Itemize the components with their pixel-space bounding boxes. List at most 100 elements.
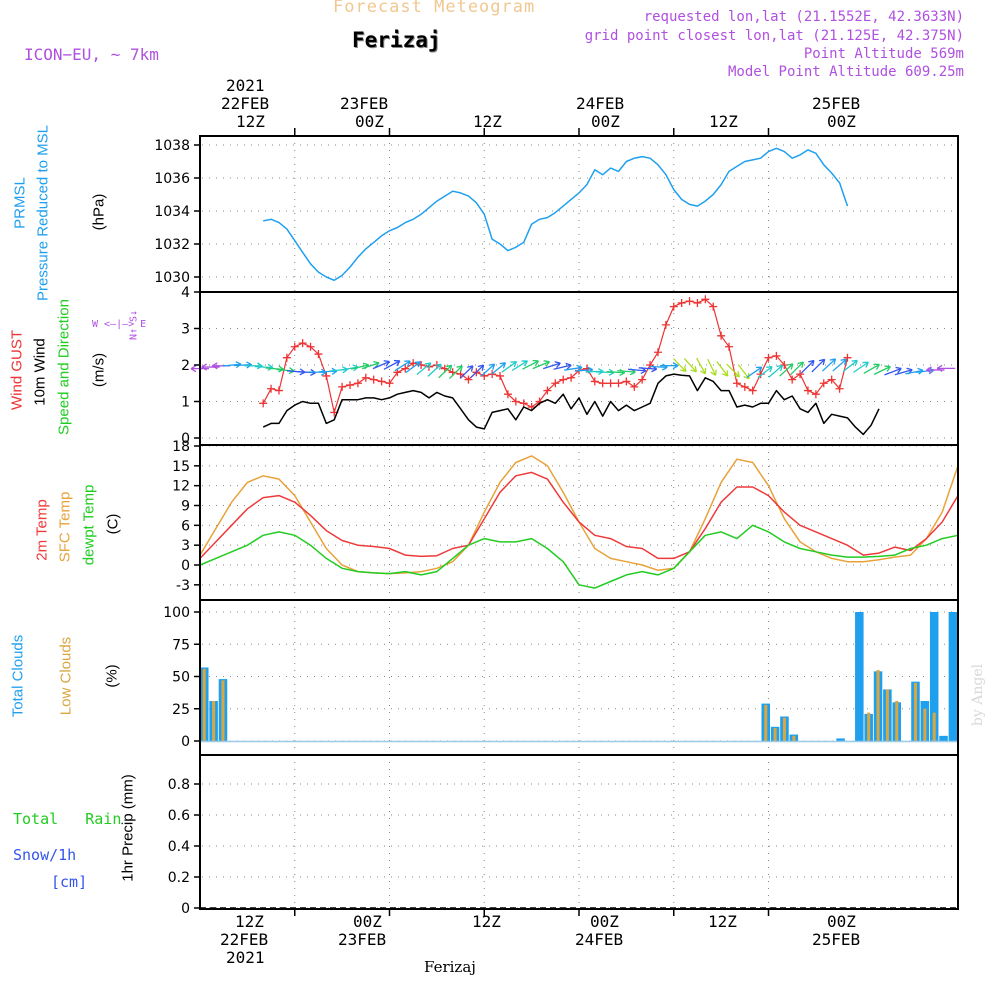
gust-marker <box>772 351 781 360</box>
wind-direction-arrow <box>511 360 528 372</box>
low-cloud-bar <box>867 712 871 741</box>
y-tick-label: 0 <box>181 734 190 750</box>
y-tick-label: -3 <box>176 578 190 594</box>
gust-marker <box>653 348 662 357</box>
wind-direction-arrow <box>372 360 390 370</box>
gust-marker <box>551 379 560 388</box>
tick-layer: 1030103210341036103801234-30369121518025… <box>154 128 770 917</box>
y-tick-label: 4 <box>181 285 190 301</box>
top-tick-label: 25FEB <box>812 94 861 113</box>
low-cloud-bar <box>782 717 786 741</box>
wind-direction-arrow <box>768 364 784 378</box>
low-cloud-bar <box>876 670 880 741</box>
gust-marker <box>464 375 473 384</box>
gust-marker <box>409 359 418 368</box>
y-tick-label: 0 <box>181 558 190 574</box>
precip-rain-label: Total Rain <box>13 810 122 828</box>
bottom-tick-label: 23FEB <box>338 930 387 949</box>
model-label: ICON−EU, ~ 7km <box>24 45 159 64</box>
gust-marker <box>385 379 394 388</box>
y-tick-label: 1 <box>181 395 190 411</box>
gust-marker <box>377 377 386 386</box>
gust-marker <box>314 350 323 359</box>
y-tick-label: 3 <box>181 322 190 338</box>
gust-marker <box>661 320 670 329</box>
gust-marker <box>259 399 268 408</box>
gust-marker <box>559 375 568 384</box>
gust-marker <box>519 399 528 408</box>
gust-marker <box>543 386 552 395</box>
gust-marker <box>843 353 852 362</box>
gust-marker <box>717 331 726 340</box>
bottom-year-label: 2021 <box>226 948 265 967</box>
top-year-label: 2021 <box>226 76 265 95</box>
wind-direction-arrow <box>863 363 880 375</box>
bottom-tick-label: 24FEB <box>575 930 624 949</box>
gust-marker <box>369 375 378 384</box>
wind-direction-arrow <box>438 364 453 379</box>
y-tick-label: 1032 <box>154 237 190 253</box>
precip-snow-unit: [cm] <box>51 873 88 891</box>
bottom-tick-label: 00Z <box>827 912 856 931</box>
y-tick-label: 0.2 <box>168 870 190 886</box>
wind-direction-arrow <box>683 357 697 373</box>
gust-marker <box>796 370 805 379</box>
gust-line <box>262 298 849 413</box>
dewpt-line <box>199 524 959 589</box>
gust-marker <box>748 386 757 395</box>
gust-marker <box>322 371 331 380</box>
requested-coords: requested lon,lat (21.1552E, 42.3633N) <box>643 9 964 25</box>
gust-marker <box>606 379 615 388</box>
footer-location: Ferizaj <box>424 958 476 976</box>
gust-marker <box>622 377 631 386</box>
wind-direction-arrow <box>926 366 945 374</box>
wind-direction-arrow <box>757 365 773 379</box>
bottom-tick-label: 12Z <box>235 912 264 931</box>
gust-marker <box>646 361 655 369</box>
low-cloud-bar <box>792 735 796 741</box>
gust-marker <box>298 339 307 348</box>
wind-direction-arrow <box>821 358 837 372</box>
pressure-line <box>263 147 849 282</box>
top-tick-label: 00Z <box>591 112 620 131</box>
data-layer <box>190 147 959 743</box>
wind-direction-arrow <box>416 362 432 375</box>
y-tick-label: 12 <box>172 479 190 495</box>
top-tick-label: 12Z <box>709 112 738 131</box>
wind-direction-arrow <box>726 363 740 378</box>
wind-direction-arrow <box>884 366 902 376</box>
low-cloud-bar <box>212 701 216 741</box>
gust-marker <box>338 382 347 391</box>
gust-marker <box>725 342 734 351</box>
y-tick-label: 0 <box>181 431 190 447</box>
y-tick-label: 9 <box>181 499 190 515</box>
gust-marker <box>693 298 702 307</box>
wind-direction-arrow <box>553 362 572 370</box>
total-cloud-bar <box>855 612 864 741</box>
wind-direction-arrow <box>716 361 729 377</box>
gust-marker <box>669 302 678 311</box>
top-tick-label: 00Z <box>355 112 384 131</box>
wind-direction-arrow <box>480 363 496 377</box>
gust-marker <box>803 386 812 395</box>
wind-direction-arrow <box>405 361 422 374</box>
y-tick-label: 100 <box>163 605 190 621</box>
top-tick-label: 24FEB <box>576 94 625 113</box>
top-tick-label: 22FEB <box>221 94 270 113</box>
wind-direction-arrow <box>628 366 647 374</box>
gust-marker <box>709 302 718 311</box>
wind-direction-arrow <box>254 363 274 371</box>
wind-direction-arrow <box>873 365 891 375</box>
gust-marker <box>361 373 370 382</box>
wind-direction-arrow <box>427 363 442 377</box>
gust-marker <box>274 386 283 395</box>
y-tick-label: 1034 <box>154 204 190 220</box>
wind-compass-we: W <—|—> E <box>92 319 147 330</box>
wind-direction-arrow <box>842 359 858 373</box>
bottom-tick-label: 22FEB <box>220 930 269 949</box>
meteogram-title: Forecast Meteogram <box>333 0 536 17</box>
wind-direction-arrow <box>696 357 707 375</box>
wind-direction-arrow <box>522 359 539 370</box>
y-tick-label: 25 <box>172 702 190 718</box>
wind-direction-arrow <box>617 368 636 376</box>
